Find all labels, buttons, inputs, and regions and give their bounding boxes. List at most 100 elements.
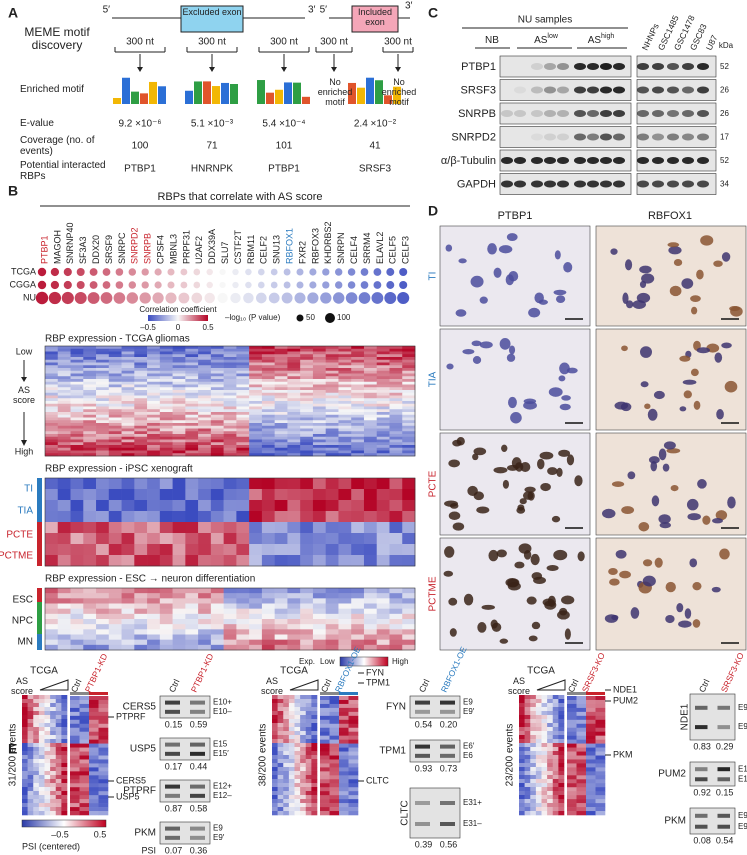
corr-dot bbox=[126, 292, 139, 304]
heatmap-cell bbox=[535, 779, 542, 784]
heatmap-cell bbox=[558, 695, 565, 700]
heatmap-cell bbox=[305, 771, 312, 776]
cell bbox=[609, 578, 620, 586]
heatmap-cell bbox=[236, 398, 250, 402]
heatmap-cell bbox=[300, 707, 307, 712]
heatmap-cell bbox=[274, 588, 288, 594]
heatmap-cell bbox=[185, 398, 199, 402]
corr-dot bbox=[360, 281, 369, 289]
heatmap-cell bbox=[172, 500, 186, 512]
heatmap-cell bbox=[325, 629, 339, 635]
target-label: PTPRF bbox=[116, 711, 146, 721]
heatmap-cell bbox=[329, 799, 340, 804]
heatmap-cell bbox=[389, 624, 403, 630]
heatmap-cell bbox=[236, 376, 250, 380]
heatmap-cell bbox=[121, 417, 135, 421]
heatmap-cell bbox=[519, 803, 525, 808]
heatmap-cell bbox=[329, 767, 340, 772]
heatmap-cell bbox=[274, 598, 288, 604]
motif-logo bbox=[284, 82, 292, 104]
heatmap-cell bbox=[272, 779, 278, 784]
heatmap-cell bbox=[329, 751, 340, 756]
heatmap-cell bbox=[198, 634, 212, 640]
heatmap-cell bbox=[402, 423, 416, 427]
cell bbox=[556, 467, 563, 478]
heatmap-cell bbox=[27, 719, 34, 724]
heatmap-cell bbox=[389, 613, 403, 620]
heatmap-cell bbox=[70, 727, 80, 732]
cell bbox=[502, 479, 509, 489]
heatmap-cell bbox=[338, 533, 352, 545]
heatmap-cell bbox=[376, 365, 390, 369]
heatmap-cell bbox=[389, 395, 403, 399]
heatmap-cell bbox=[249, 365, 263, 369]
heatmap-cell bbox=[338, 593, 352, 599]
heatmap-cell bbox=[272, 735, 278, 740]
corr-dot bbox=[283, 268, 291, 276]
cell bbox=[658, 448, 667, 461]
heatmap-cell bbox=[325, 436, 339, 440]
cell bbox=[501, 444, 508, 453]
group-label: TI bbox=[24, 484, 33, 495]
heatmap-cell bbox=[312, 357, 326, 361]
heatmap-cell bbox=[402, 376, 416, 380]
heatmap-cell bbox=[312, 500, 326, 512]
heatmap-cell bbox=[27, 699, 34, 704]
heatmap-cell bbox=[329, 707, 340, 713]
heatmap-cell bbox=[27, 759, 34, 764]
heatmap-cell bbox=[210, 348, 224, 352]
heatmap-cell bbox=[558, 699, 565, 704]
cell bbox=[558, 449, 571, 457]
heatmap-cell bbox=[351, 381, 365, 385]
heatmap-cell bbox=[83, 428, 97, 432]
heatmap-cell bbox=[55, 751, 62, 756]
heatmap-cell bbox=[376, 639, 390, 646]
heatmap-cell bbox=[567, 699, 577, 705]
heatmap-cell bbox=[27, 755, 34, 760]
heatmap-cell bbox=[519, 779, 525, 784]
heatmap-cell bbox=[121, 376, 135, 380]
heatmap-cell bbox=[288, 723, 295, 728]
band bbox=[514, 110, 526, 117]
heatmap-cell bbox=[376, 409, 390, 413]
heatmap-cell bbox=[249, 373, 263, 377]
heatmap-cell bbox=[198, 351, 212, 355]
heatmap-cell bbox=[283, 731, 290, 736]
heatmap-cell bbox=[305, 795, 312, 800]
heatmap-cell bbox=[389, 544, 403, 556]
heatmap-cell bbox=[535, 703, 542, 708]
heatmap-cell bbox=[83, 414, 97, 418]
motif-logo bbox=[393, 86, 401, 104]
heatmap-cell bbox=[61, 743, 68, 748]
heatmap-cell bbox=[33, 799, 40, 804]
heatmap-cell bbox=[223, 414, 237, 418]
heatmap-cell bbox=[70, 511, 84, 523]
heatmap-cell bbox=[198, 390, 212, 394]
motif-logo bbox=[203, 81, 211, 104]
heatmap-cell bbox=[89, 707, 99, 713]
heatmap-cell bbox=[121, 500, 135, 512]
heatmap-cell bbox=[159, 351, 173, 355]
heatmap-cell bbox=[198, 593, 212, 599]
heatmap-cell bbox=[108, 409, 122, 413]
heatmap-cell bbox=[89, 811, 99, 816]
heatmap-cell bbox=[274, 434, 288, 438]
heatmap-cell bbox=[287, 357, 301, 361]
heatmap-cell bbox=[535, 799, 542, 804]
heatmap-cell bbox=[70, 351, 84, 355]
heatmap-cell bbox=[121, 362, 135, 366]
gel-band bbox=[695, 824, 708, 829]
cell bbox=[697, 479, 707, 489]
heatmap-cell bbox=[236, 357, 250, 361]
group-sup: low bbox=[547, 33, 558, 40]
label: AS score bbox=[260, 676, 283, 696]
heatmap-cell bbox=[586, 763, 596, 768]
heatmap-cell bbox=[274, 379, 288, 383]
heatmap-cell bbox=[57, 406, 71, 410]
cell bbox=[448, 459, 460, 468]
heatmap-cell bbox=[586, 715, 596, 721]
cell bbox=[658, 514, 671, 524]
heatmap-cell bbox=[96, 365, 110, 369]
heatmap-cell bbox=[223, 390, 237, 394]
heatmap-cell bbox=[567, 767, 577, 772]
